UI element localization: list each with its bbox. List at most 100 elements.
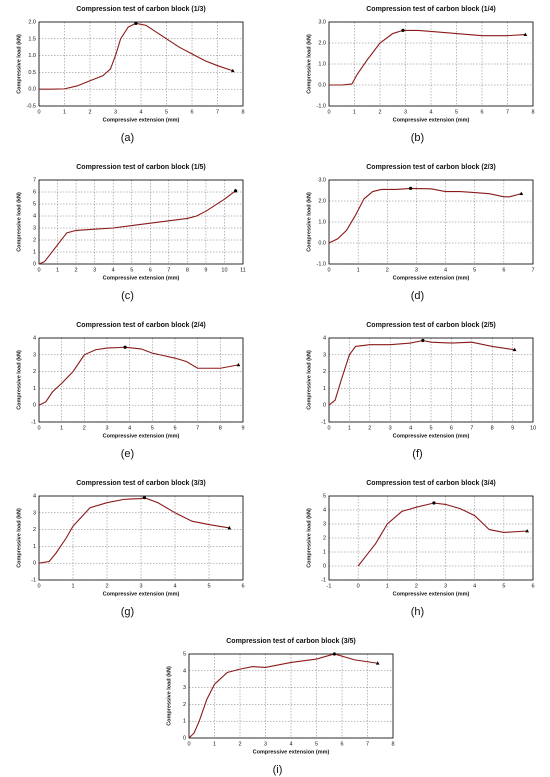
panel-label: (e) — [121, 448, 134, 460]
peak-marker — [409, 186, 413, 190]
peak-marker — [432, 501, 436, 505]
y-tick-label: -1 — [31, 419, 36, 425]
x-tick-label: 5 — [130, 267, 133, 273]
y-tick-label: 3.0 — [318, 19, 326, 25]
y-tick-label: -1 — [31, 577, 36, 583]
y-tick-label: 1.5 — [28, 36, 36, 42]
x-tick-label: 7 — [196, 425, 199, 431]
y-axis-label: Compressive load (kN) — [306, 508, 312, 568]
peak-marker — [142, 496, 146, 500]
panel-label: (g) — [121, 606, 134, 618]
x-tick-label: 4 — [128, 425, 131, 431]
y-tick-label: 1.0 — [28, 53, 36, 59]
y-axis-label: Compressive load (kN) — [306, 34, 312, 94]
x-tick-label: 8 — [219, 425, 222, 431]
end-marker — [512, 347, 517, 352]
chart-title: Compression test of carbon block (1/3) — [76, 6, 206, 13]
x-tick-label: 6 — [173, 425, 176, 431]
x-tick-label: 0 — [327, 109, 330, 115]
x-tick-label: 9 — [241, 425, 244, 431]
y-tick-label: 4 — [33, 493, 36, 499]
x-tick-label: 5 — [455, 109, 458, 115]
data-line — [357, 502, 528, 567]
x-axis-label: Compressive extension (mm) — [393, 433, 470, 439]
chart-title: Compression test of carbon block (1/5) — [76, 164, 206, 171]
y-tick-label: 2 — [33, 369, 36, 375]
x-tick-label: 4 — [289, 741, 292, 747]
data-line — [329, 29, 526, 86]
end-marker — [525, 529, 529, 533]
chart-title: Compression test of carbon block (1/4) — [366, 6, 496, 13]
data-line — [38, 497, 230, 564]
panel-label: (c) — [121, 290, 134, 302]
x-tick-label: 4 — [473, 583, 476, 589]
plot-frame — [328, 495, 534, 581]
x-tick-label: 8 — [531, 109, 534, 115]
x-tick-label: 5 — [151, 425, 154, 431]
x-tick-label: 6 — [241, 583, 244, 589]
y-tick-label: 0 — [183, 735, 186, 741]
x-tick-label: 4 — [112, 267, 115, 273]
x-tick-label: 4 — [429, 109, 432, 115]
x-axis-label: Compressive extension (mm) — [103, 591, 180, 597]
x-tick-label: 3 — [264, 741, 267, 747]
y-tick-label: -1 — [321, 419, 326, 425]
chart-panel: Compression test of carbon block (1/4) -1… — [306, 6, 534, 144]
x-tick-label: 1 — [357, 267, 360, 273]
x-tick-label: 8 — [241, 109, 244, 115]
x-tick-label: 6 — [531, 583, 534, 589]
x-axis-label: Compressive extension (mm) — [393, 275, 470, 281]
y-tick-label: 0 — [33, 561, 36, 567]
data-line — [188, 653, 378, 739]
y-tick-label: 0 — [33, 403, 36, 409]
y-tick-label: 2.0 — [28, 19, 36, 25]
x-tick-label: -1 — [327, 583, 332, 589]
x-tick-label: 3 — [404, 109, 407, 115]
x-tick-label: 1 — [353, 109, 356, 115]
y-tick-label: 0 — [323, 403, 326, 409]
x-tick-label: 1 — [348, 425, 351, 431]
y-axis-label: Compressive load (kN) — [306, 192, 312, 252]
data-line — [38, 346, 239, 406]
y-axis-label: Compressive load (kN) — [16, 508, 22, 568]
x-tick-label: 8 — [491, 425, 494, 431]
x-tick-label: 2 — [75, 267, 78, 273]
x-tick-label: 2 — [415, 583, 418, 589]
peak-marker — [332, 652, 336, 656]
panel-label: (f) — [412, 448, 422, 460]
chart-title: Compression test of carbon block (2/4) — [76, 322, 206, 329]
x-tick-label: 0 — [37, 109, 40, 115]
x-tick-label: 3 — [139, 583, 142, 589]
plot-frame — [38, 337, 244, 423]
chart-panel: Compression test of carbon block (1/3) -0… — [16, 6, 244, 144]
x-tick-label: 0 — [37, 583, 40, 589]
x-tick-label: 3 — [415, 267, 418, 273]
x-tick-label: 6 — [480, 109, 483, 115]
chart-title: Compression test of carbon block (2/5) — [366, 322, 496, 329]
panel-label: (b) — [411, 132, 424, 144]
y-tick-label: -1 — [321, 577, 326, 583]
x-tick-label: 3 — [444, 583, 447, 589]
y-tick-label: 1.0 — [318, 61, 326, 67]
x-tick-label: 5 — [502, 583, 505, 589]
x-tick-label: 6 — [149, 267, 152, 273]
x-tick-label: 10 — [221, 267, 227, 273]
chart-title: Compression test of carbon block (2/3) — [366, 164, 496, 171]
y-tick-label: -1.0 — [317, 103, 326, 109]
x-tick-label: 2 — [238, 741, 241, 747]
y-tick-label: 0.5 — [28, 70, 36, 76]
chart-panel: Compression test of carbon block (3/5) 0 1… — [166, 638, 394, 776]
x-tick-label: 3 — [93, 267, 96, 273]
y-tick-label: 1 — [33, 249, 36, 255]
y-tick-label: 1 — [183, 719, 186, 725]
x-tick-label: 0 — [187, 741, 190, 747]
x-tick-label: 1 — [71, 583, 74, 589]
y-tick-label: 2 — [33, 527, 36, 533]
y-tick-label: 0.0 — [28, 87, 36, 93]
x-tick-label: 3 — [114, 109, 117, 115]
x-tick-label: 4 — [409, 425, 412, 431]
y-tick-label: 2 — [33, 237, 36, 243]
x-tick-label: 0 — [327, 425, 330, 431]
x-axis-label: Compressive extension (mm) — [103, 275, 180, 281]
